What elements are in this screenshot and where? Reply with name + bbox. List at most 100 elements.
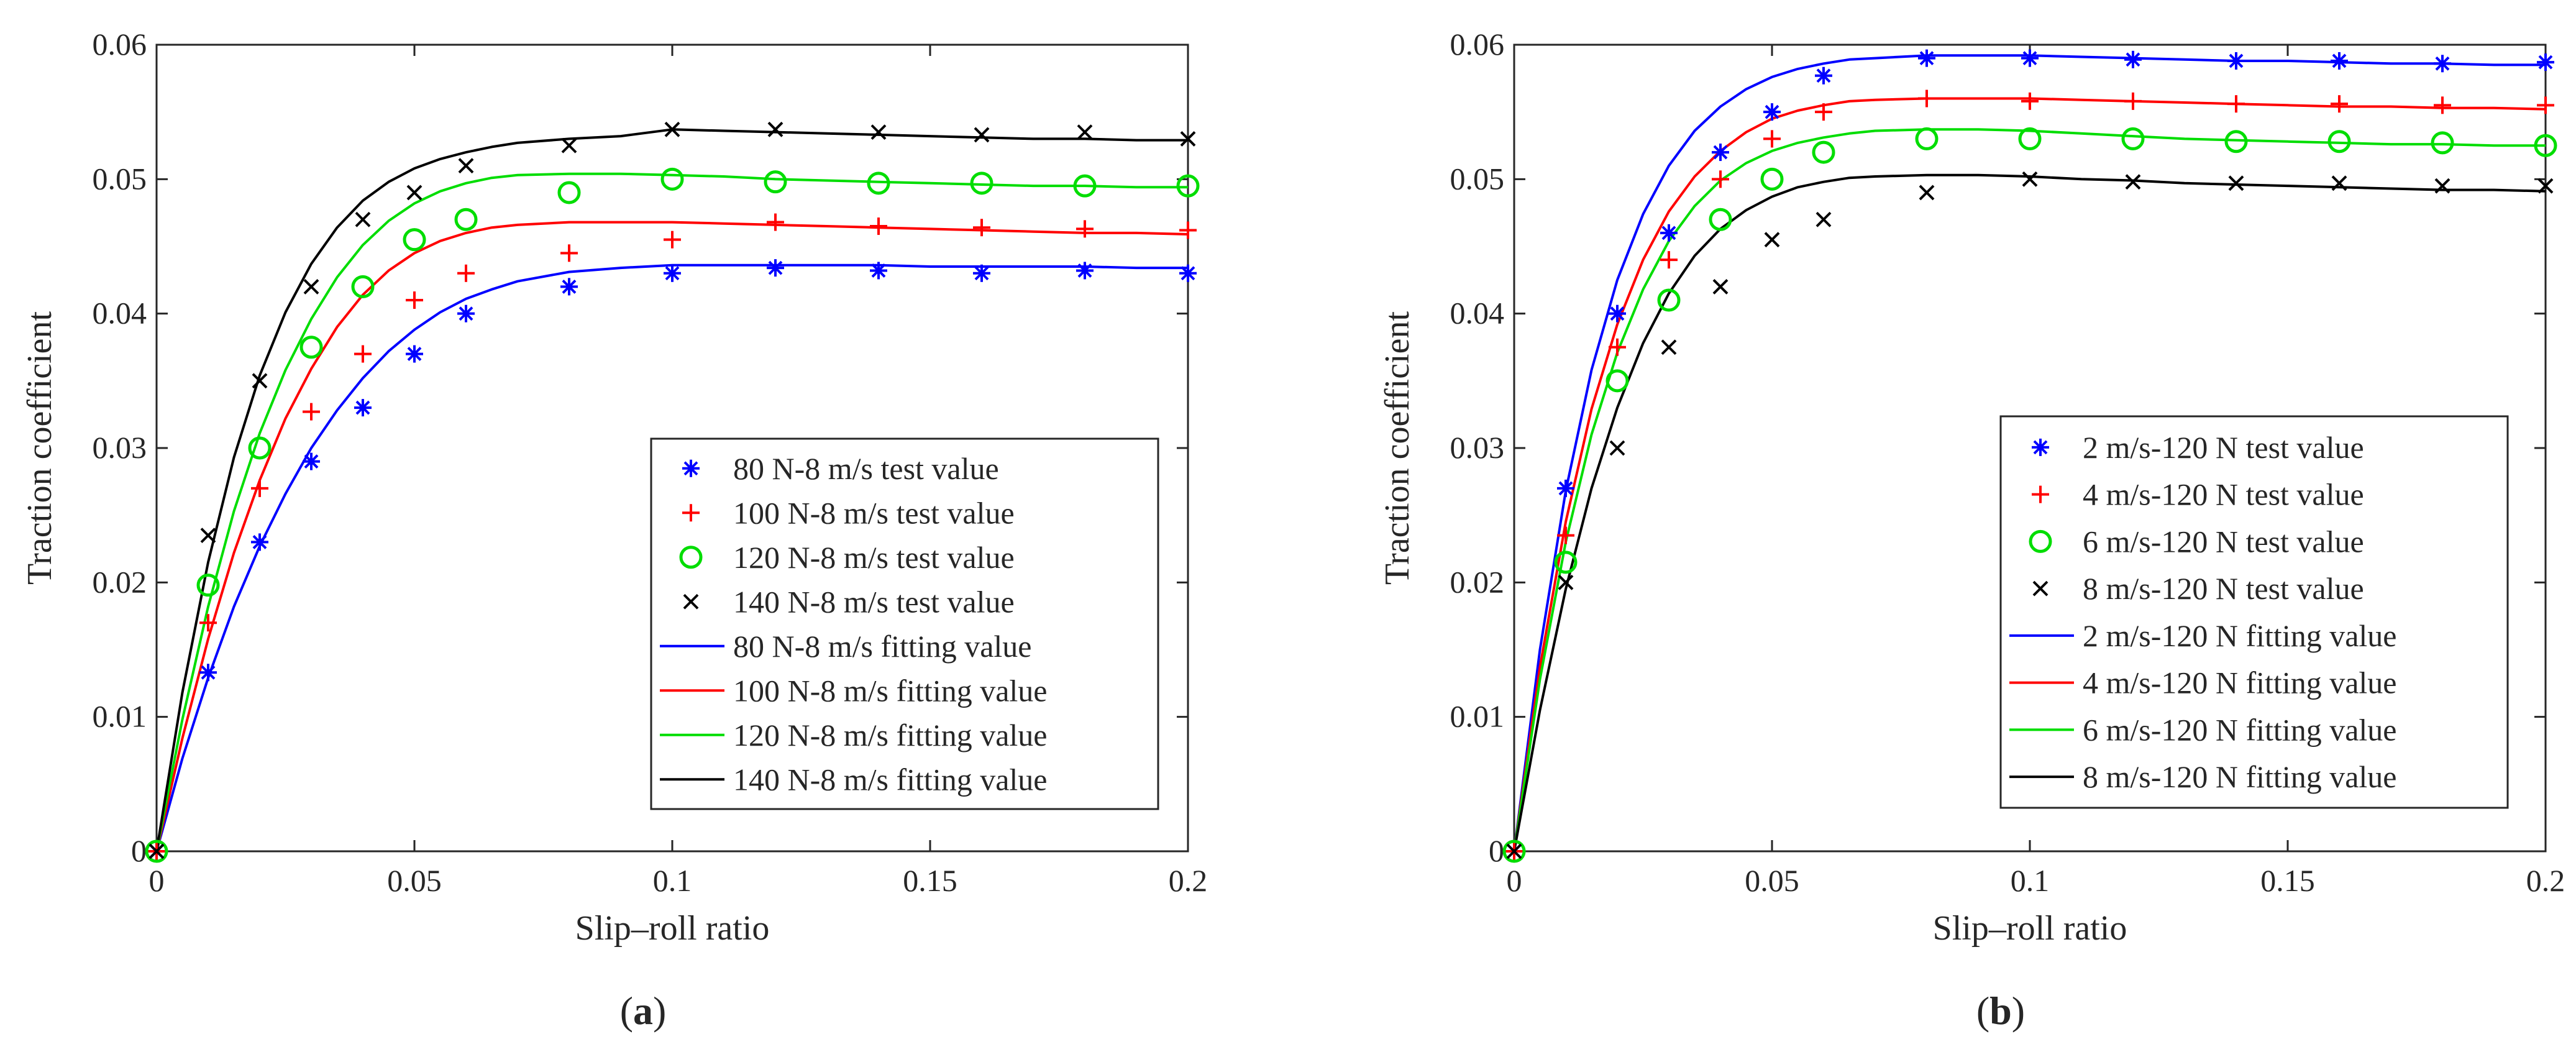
test-plus-point [1609,338,1626,356]
test-asterisk-point [2434,55,2451,73]
test-series-a [148,121,1196,859]
test-series-a [148,213,1197,860]
test-asterisk-point [973,264,990,282]
legend-marker-cross-point [2032,580,2048,597]
test-cross-point [355,211,371,227]
legend-box [650,437,1159,810]
test-circle-point [1812,140,1835,164]
fit-line-a [155,221,1189,852]
legend-item: 120 N-8 m/s test value [679,540,1015,575]
x-tick-label: 0.2 [1169,863,1208,898]
test-asterisk-point [560,278,578,296]
legend-item: 2 m/s-120 N test value [2032,430,2364,465]
legend-label: 100 N-8 m/s fitting value [733,673,1048,708]
x-tick-label: 0.05 [387,863,442,898]
test-plus-point [1179,221,1197,239]
test-asterisk-point [303,452,320,470]
x-tick-label: 0 [149,863,165,898]
legend-label: 100 N-8 m/s test value [733,495,1015,530]
test-circle-point [403,228,426,252]
test-cross-point [303,278,319,295]
test-circle-point [1502,839,1526,863]
test-circle-point [1657,288,1681,312]
legend-label: 120 N-8 m/s fitting value [733,718,1048,752]
test-circle-point [248,436,272,460]
test-cross-point [561,137,577,153]
test-cross-point [1558,574,1574,590]
test-plus-point [2124,92,2142,110]
test-circle-point [2224,130,2248,153]
legend-item: 140 N-8 m/s test value [683,584,1015,619]
y-axis-label: Traction coefficient [1378,311,1417,585]
legend-item: 140 N-8 m/s fitting value [660,762,1048,797]
legend-label: 140 N-8 m/s test value [733,584,1015,619]
legend-item: 100 N-8 m/s fitting value [660,673,1048,708]
legend-marker-asterisk-point [2032,438,2049,456]
test-series-a [145,167,1200,863]
test-cross-point [1609,440,1625,456]
y-tick-label: 0.05 [1450,161,1505,196]
x-tick-label: 0.05 [1745,863,1799,898]
test-circle-point [2534,134,2557,157]
fit-line-b [1513,128,2546,852]
test-asterisk-point [457,304,475,322]
test-cross-point [1816,211,1832,227]
test-circle-point [1554,551,1578,574]
test-cross-point [2434,178,2450,194]
test-asterisk-point [1609,304,1626,322]
test-asterisk-point [664,264,681,282]
y-tick-label: 0.03 [1450,430,1505,465]
legend-label: 80 N-8 m/s test value [733,451,999,486]
test-asterisk-point [870,262,887,280]
test-circle-point [970,172,993,195]
test-cross-point [148,843,165,859]
fit-line-a [155,128,1188,852]
test-asterisk-point [1763,103,1781,121]
test-cross-point [252,373,268,389]
test-cross-point [664,121,680,137]
test-circle-point [1709,208,1732,231]
y-tick-label: 0.06 [93,27,147,62]
test-cross-point [2331,175,2347,191]
y-tick-label: 0 [131,833,147,868]
legend-marker-cross-point [683,593,699,610]
test-cross-point [1661,339,1677,355]
x-axis-label: Slip–roll ratio [575,909,770,948]
test-circle-point [2018,127,2042,150]
legend-label: 4 m/s-120 N fitting value [2083,666,2397,700]
fit-line-b [1513,97,2546,852]
legend-item: 100 N-8 m/s test value [682,495,1015,530]
test-plus-point [303,403,320,421]
test-cross-point [1077,124,1093,140]
test-plus-point [973,219,990,237]
legend-label: 80 N-8 m/s fitting value [733,629,1032,664]
fit-line-a [155,172,1188,852]
test-cross-point [458,158,474,174]
test-cross-point [2022,171,2038,187]
test-plus-point [1763,130,1781,148]
panel-label-b: (b) [1976,989,2025,1033]
test-plus-point [354,345,372,363]
y-tick-label: 0 [1489,833,1504,868]
legend-item: 80 N-8 m/s fitting value [660,629,1032,664]
test-cross-point [1506,843,1522,859]
test-circle-point [557,181,581,204]
test-circle-point [2327,130,2351,153]
legend-item: 2 m/s-120 N fitting value [2009,618,2397,653]
legend-b: 2 m/s-120 N test value 4 m/s-120 N test v… [1999,415,2509,809]
legend-a: 80 N-8 m/s test value 100 N-8 m/s test va… [650,437,1159,810]
test-cross-point [974,127,990,143]
legend-item: 6 m/s-120 N fitting value [2009,712,2397,747]
legend-box [1999,415,2509,809]
y-tick-label: 0.05 [93,161,147,196]
test-plus-point [457,264,475,282]
test-plus-point [1918,89,1935,107]
panel-label-a: (a) [620,989,667,1033]
test-asterisk-point [1557,479,1574,497]
test-plus-point [2021,92,2039,110]
test-cross-point [1712,278,1729,295]
test-circle-point [299,336,323,359]
test-asterisk-point [1712,144,1729,162]
test-series-b [1502,127,2557,863]
